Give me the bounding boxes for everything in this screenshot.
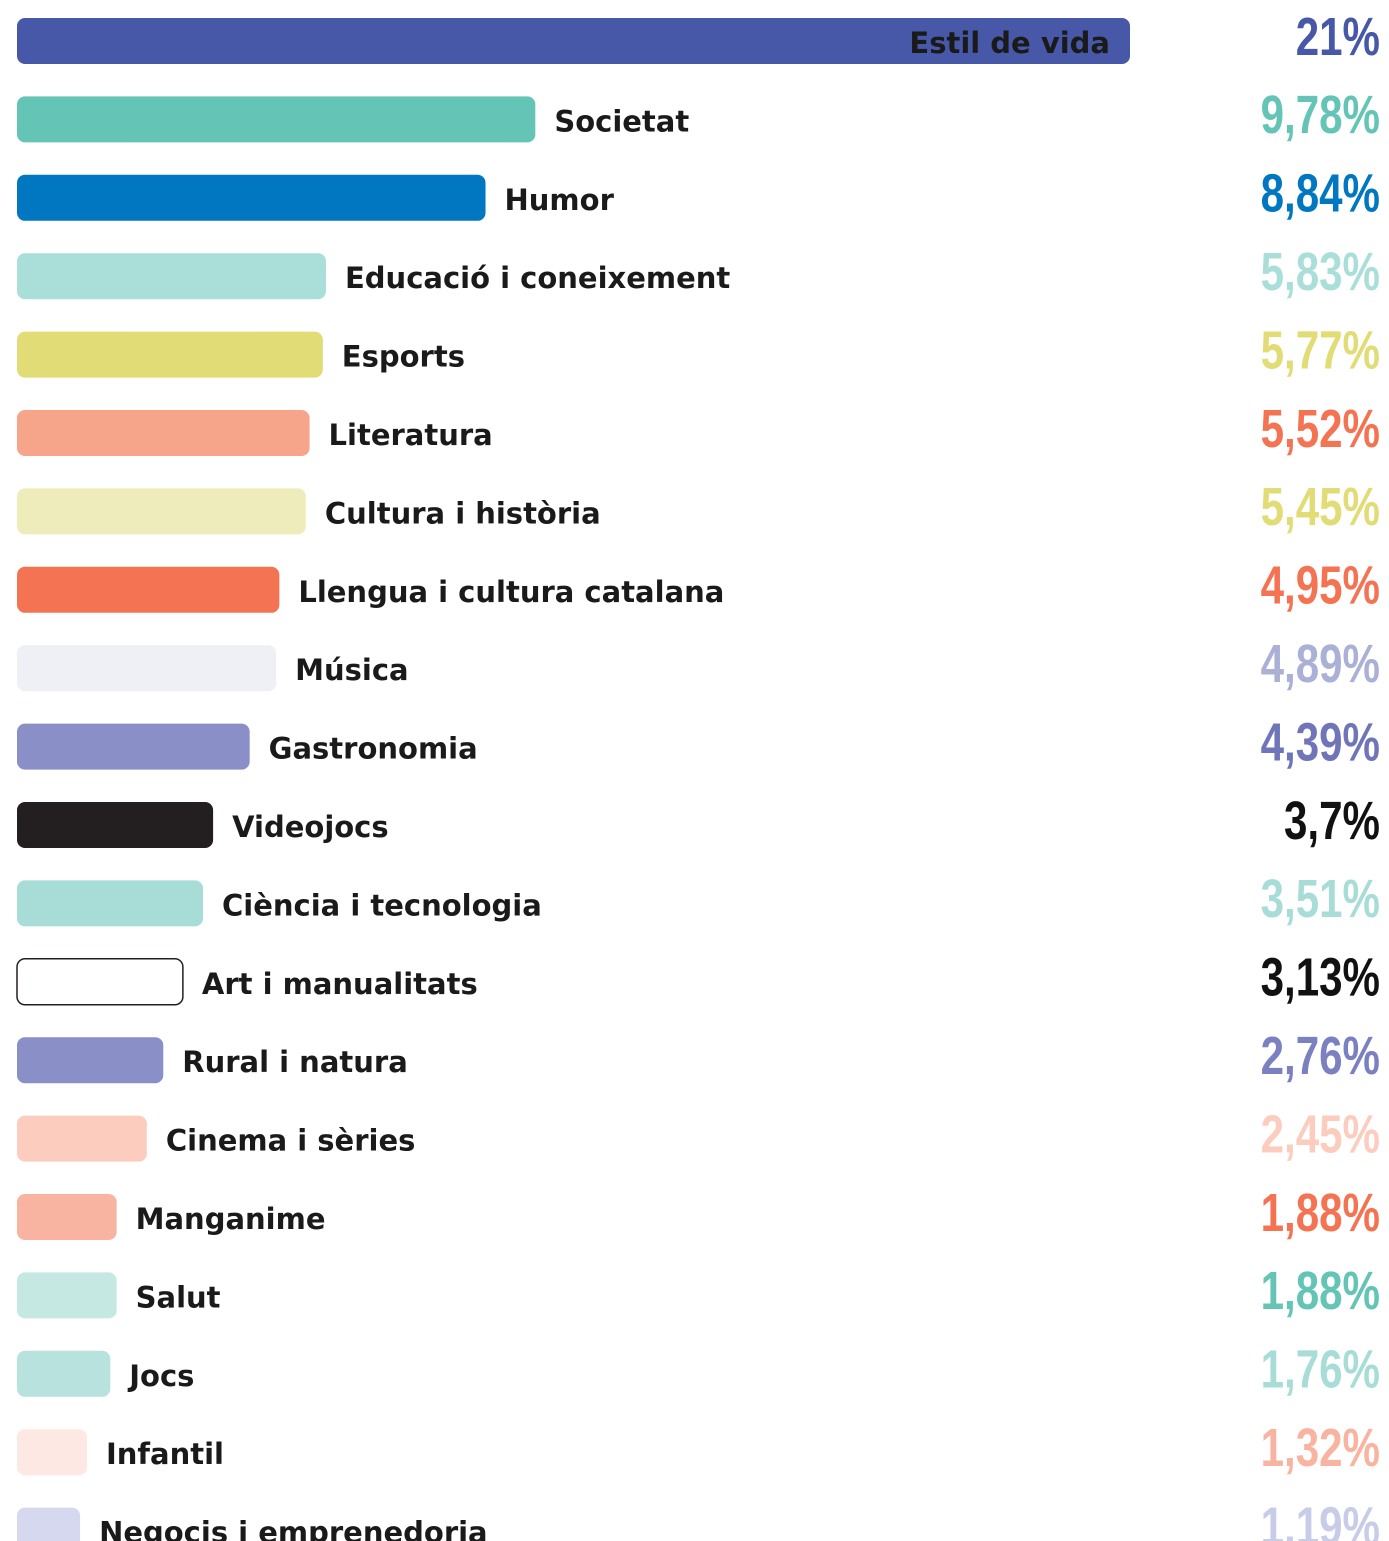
value-label: 5,83% [1261,242,1380,302]
value-label: 21% [1296,7,1380,67]
category-label: Cinema i sèries [166,1124,416,1158]
category-label: Salut [136,1280,221,1314]
category-label: Jocs [127,1359,194,1393]
bar [17,18,1130,64]
category-label: Educació i coneixement [345,261,730,295]
bar [17,1037,164,1084]
bar [17,1350,111,1397]
bar [17,331,323,378]
value-label: 3,51% [1261,869,1380,929]
category-label: Infantil [106,1437,224,1471]
category-label: Manganime [136,1202,326,1236]
value-label: 2,76% [1261,1026,1380,1086]
bar [17,566,280,613]
category-label: Videojocs [232,810,389,844]
bar [17,1507,81,1541]
bar [17,1194,117,1240]
category-label: Humor [505,183,615,217]
value-label: 1,76% [1261,1340,1380,1400]
value-label: 5,77% [1261,320,1380,380]
value-label: 1,19% [1261,1496,1380,1541]
bar [17,410,310,456]
bar [17,1115,147,1162]
category-label: Llengua i cultura catalana [298,575,724,609]
bar [16,958,184,1006]
bar [17,174,486,221]
value-label: 3,13% [1261,948,1380,1008]
category-label: Negocis i emprenedoria [99,1516,488,1541]
bar [17,1272,117,1319]
value-label: 4,95% [1261,556,1380,616]
bar [17,723,250,770]
value-label: 1,88% [1261,1183,1380,1243]
value-label: 1,88% [1261,1261,1380,1321]
bar [17,1429,87,1476]
category-label: Estil de vida [909,26,1110,60]
category-label: Art i manualitats [202,967,478,1001]
value-label: 4,39% [1261,712,1380,772]
category-label: Rural i natura [182,1045,408,1079]
category-label: Música [295,653,408,687]
value-label: 9,78% [1261,85,1380,145]
category-label: Ciència i tecnologia [222,888,542,922]
value-label: 1,32% [1261,1418,1380,1478]
value-label: 8,84% [1261,164,1380,224]
bar [17,880,204,927]
category-label: Societat [554,104,689,138]
bar [17,802,214,848]
bar [17,488,306,535]
value-label: 4,89% [1261,634,1380,694]
category-label: Cultura i història [325,496,601,530]
value-label: 5,45% [1261,477,1380,537]
category-label: Esports [342,340,465,374]
bar [17,96,536,143]
category-label: Literatura [329,418,493,452]
value-label: 2,45% [1261,1104,1380,1164]
category-label: Gastronomia [269,732,478,766]
bar [17,645,277,692]
bar [17,253,326,300]
value-label: 3,7% [1284,791,1380,851]
value-label: 5,52% [1261,399,1380,459]
